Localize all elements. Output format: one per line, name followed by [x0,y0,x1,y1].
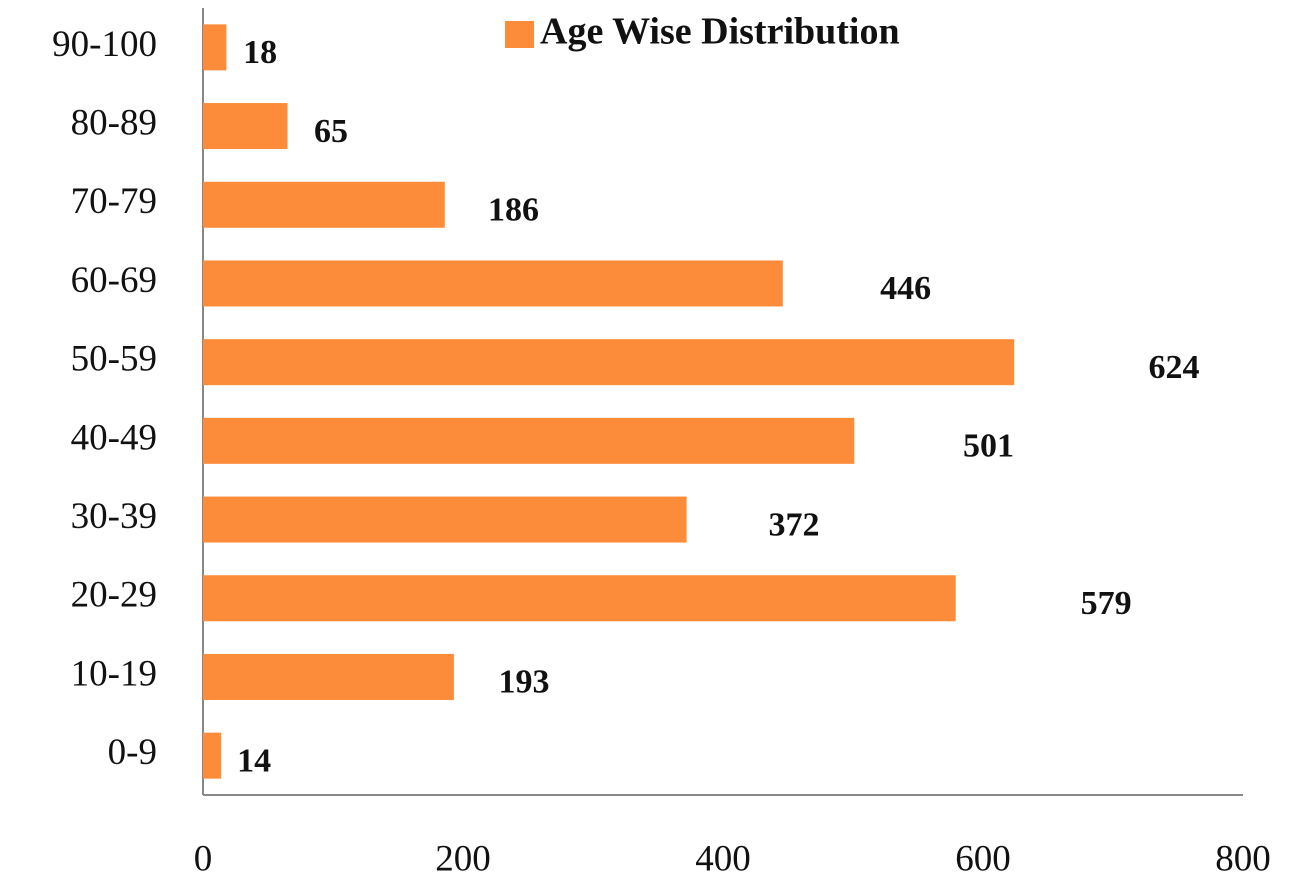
bar [203,653,454,700]
y-tick-label: 80-89 [71,103,157,144]
y-tick-label: 90-100 [52,24,157,65]
y-tick-label: 0-9 [108,732,157,773]
value-label: 65 [314,113,348,150]
legend-swatch [505,21,534,48]
y-tick-label: 20-29 [71,575,157,616]
value-label: 18 [243,34,277,71]
y-tick-label: 50-59 [71,339,157,380]
legend-label: Age Wise Distribution [540,11,900,53]
value-label: 446 [880,270,931,307]
y-tick-label: 70-79 [71,181,157,222]
bar [203,103,288,150]
bar [203,496,687,543]
bar [203,260,783,307]
value-label: 14 [237,742,271,779]
y-tick-label: 60-69 [71,260,157,301]
bar [203,575,956,622]
x-tick-label: 200 [435,838,491,879]
value-label: 579 [1081,585,1132,622]
value-label: 372 [768,506,819,543]
value-label: 501 [963,428,1014,465]
y-tick-label: 30-39 [71,496,157,537]
value-label: 186 [488,192,539,229]
x-tick-label: 400 [695,838,751,879]
bar [203,181,445,228]
x-tick-label: 800 [1215,838,1271,879]
x-tick-label: 0 [194,838,213,879]
x-tick-label: 600 [955,838,1011,879]
value-label: 624 [1148,349,1199,386]
value-label: 193 [499,664,550,701]
y-tick-label: 40-49 [71,417,157,458]
bar [203,417,855,464]
bar [203,24,227,71]
bar [203,339,1015,386]
bar [203,732,222,779]
y-tick-label: 10-19 [71,653,157,694]
